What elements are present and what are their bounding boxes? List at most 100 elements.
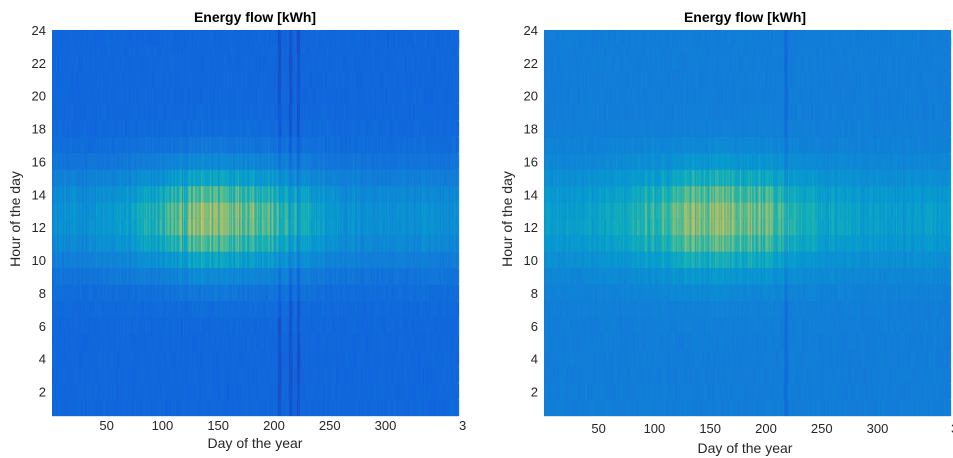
heatmap-cell: [86, 120, 88, 137]
heatmap-cell: [129, 169, 132, 187]
heatmap-cell: [118, 87, 121, 104]
heatmap-cell: [159, 120, 162, 137]
heatmap-cell: [131, 120, 134, 137]
heatmap-cell: [152, 136, 155, 154]
heatmap-cell: [106, 38, 108, 55]
heatmap-cell: [156, 350, 159, 367]
heatmap-cell: [154, 186, 156, 203]
heatmap-cell: [142, 186, 145, 203]
heatmap-cell: [149, 399, 152, 417]
heatmap-cell: [133, 268, 136, 285]
heatmap-cell: [103, 169, 106, 187]
heatmap-cell: [144, 301, 146, 318]
heatmap-cell: [90, 120, 93, 137]
heatmap-cell: [97, 71, 99, 88]
heatmap-cell: [65, 54, 68, 72]
heatmap-cell: [104, 54, 107, 72]
heatmap-cell: [160, 334, 163, 351]
heatmap-cell: [54, 120, 57, 137]
heatmap-cell: [94, 334, 97, 351]
heatmap-cell: [162, 153, 165, 170]
heatmap-cell: [126, 169, 128, 187]
heatmap-cell: [59, 350, 61, 367]
heatmap-cell: [133, 186, 136, 203]
heatmap-cell: [93, 202, 96, 219]
heatmap-cell: [94, 87, 97, 104]
heatmap-cell: [94, 153, 97, 170]
heatmap-cell: [98, 38, 101, 55]
heatmap-cell: [67, 87, 69, 104]
heatmap-cell: [168, 383, 171, 400]
heatmap-cell: [139, 38, 142, 55]
heatmap-cell: [63, 71, 66, 88]
heatmap-cell: [188, 219, 191, 236]
heatmap-cell: [91, 136, 94, 154]
heatmap-cell: [174, 136, 176, 154]
heatmap-cell: [61, 334, 64, 351]
heatmap-cell: [60, 136, 63, 154]
heatmap-cell: [181, 153, 184, 170]
heatmap-cell: [58, 366, 60, 384]
heatmap-cell: [94, 54, 97, 72]
heatmap-cell: [181, 235, 184, 252]
heatmap-cell: [130, 268, 133, 285]
heatmap-cell: [70, 301, 73, 318]
heatmap-cell: [174, 268, 176, 285]
heatmap-cell: [181, 301, 184, 318]
heatmap-cell: [157, 284, 160, 302]
heatmap-cell: [132, 71, 135, 88]
heatmap-cell: [176, 38, 179, 55]
heatmap-cell: [169, 71, 172, 88]
heatmap-cell: [146, 350, 148, 367]
heatmap-cell: [109, 54, 112, 72]
heatmap-cell: [174, 87, 176, 104]
heatmap-cell: [68, 317, 70, 334]
heatmap-cell: [87, 120, 89, 137]
heatmap-cell: [91, 169, 94, 187]
heatmap-cell: [152, 317, 155, 334]
heatmap-cell: [123, 38, 126, 55]
heatmap-cell: [62, 136, 65, 154]
heatmap-cell: [92, 71, 95, 88]
heatmap-cell: [155, 103, 157, 121]
heatmap-cell: [98, 268, 101, 285]
heatmap-cell: [121, 136, 124, 154]
heatmap-cell: [157, 366, 160, 384]
heatmap-cell: [131, 219, 134, 236]
heatmap-cell: [117, 169, 119, 187]
heatmap-cell: [187, 87, 190, 104]
heatmap-cell: [176, 383, 179, 400]
heatmap-cell: [54, 366, 57, 384]
heatmap-cell: [54, 317, 57, 334]
heatmap-cell: [54, 87, 57, 104]
heatmap-cell: [165, 30, 167, 47]
heatmap-cell: [154, 54, 156, 72]
heatmap-cell: [148, 71, 151, 88]
heatmap-cell: [88, 251, 90, 269]
heatmap-cell: [150, 186, 153, 203]
heatmap-cell: [188, 317, 191, 334]
heatmap-cell: [52, 87, 55, 104]
heatmap-cell: [136, 71, 138, 88]
heatmap-cell: [139, 366, 142, 384]
heatmap-cell: [111, 169, 114, 187]
heatmap-cell: [156, 120, 159, 137]
heatmap-cell: [108, 383, 111, 400]
heatmap-cell: [86, 219, 88, 236]
heatmap-cell: [146, 366, 148, 384]
heatmap-cell: [55, 136, 58, 154]
heatmap-cell: [150, 399, 153, 417]
heatmap-cell: [147, 30, 150, 47]
heatmap-cell: [176, 153, 179, 170]
heatmap-cell: [137, 235, 140, 252]
heatmap-cell: [97, 350, 99, 367]
heatmap-cell: [141, 399, 144, 417]
heatmap-cell: [62, 38, 65, 55]
heatmap-cell: [188, 268, 191, 285]
heatmap-cell: [112, 87, 115, 104]
heatmap-cell: [104, 301, 107, 318]
heatmap-cell: [117, 383, 119, 400]
heatmap-cell: [129, 136, 132, 154]
heatmap-cell: [70, 383, 73, 400]
